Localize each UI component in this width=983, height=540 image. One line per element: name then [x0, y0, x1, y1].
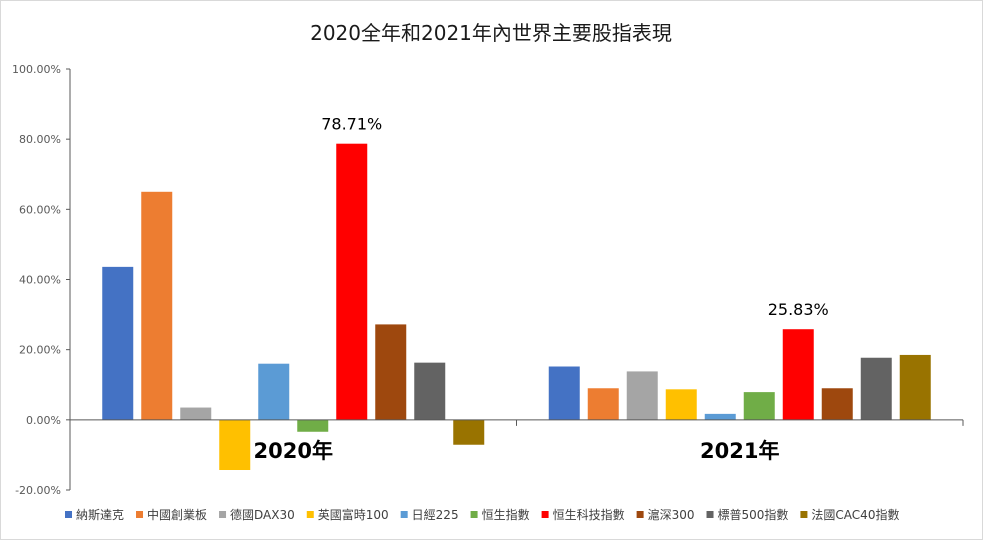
category-label: 2020年	[254, 439, 333, 463]
legend-item: 滬深300	[636, 507, 695, 522]
legend-item: 納斯達克	[65, 508, 124, 522]
bar	[141, 191, 173, 420]
legend-item: 法國CAC40指數	[800, 507, 899, 522]
legend-item: 中國創業板	[136, 507, 207, 522]
bar	[665, 389, 697, 420]
category-label: 2021年	[700, 439, 779, 463]
y-tick-label: 40.00%	[19, 274, 61, 287]
y-axis: -20.00% 0.00% 20.00% 40.00% 60.00% 80.00% 100.…	[12, 63, 71, 497]
bar	[899, 354, 931, 420]
legend-label: 英國富時100	[318, 507, 389, 522]
annotations: 78.71% 25.83%	[321, 115, 829, 320]
bar	[782, 329, 814, 420]
bar	[743, 392, 775, 420]
bar	[821, 388, 853, 420]
bar	[258, 363, 290, 420]
legend-swatch	[706, 511, 714, 518]
data-label: 25.83%	[768, 300, 829, 319]
bar	[219, 419, 251, 471]
bar	[336, 143, 368, 420]
legend-label: 日經225	[412, 508, 459, 522]
legend-label: 恒生指數	[482, 507, 530, 522]
bar	[860, 357, 892, 420]
legend: 納斯達克 中國創業板 德國DAX30 英國富時100 日經225 恒生指數 恒生科技指數 滬深…	[65, 507, 899, 522]
bar	[297, 419, 329, 432]
legend-label: 德國DAX30	[230, 507, 295, 522]
legend-label: 標普500指數	[718, 507, 789, 522]
legend-item: 德國DAX30	[219, 507, 295, 522]
x-axis: 2020年 2021年	[69, 419, 964, 463]
legend-label: 滬深300	[648, 507, 695, 522]
legend-swatch	[219, 511, 227, 518]
bar	[414, 362, 446, 420]
chart-title: 2020全年和2021年內世界主要股指表現	[310, 21, 672, 45]
bar	[548, 366, 580, 420]
legend-item: 標普500指數	[706, 507, 789, 522]
data-label: 78.71%	[321, 115, 382, 134]
legend-swatch	[65, 511, 72, 518]
bar	[453, 419, 485, 445]
legend-swatch	[800, 511, 808, 518]
legend-swatch	[541, 511, 549, 518]
bars	[102, 143, 931, 471]
y-tick-label: 20.00%	[19, 344, 61, 357]
legend-item: 英國富時100	[306, 507, 389, 522]
legend-item: 恒生科技指數	[541, 507, 625, 522]
legend-item: 日經225	[400, 508, 459, 522]
bar	[587, 388, 619, 420]
bar	[704, 413, 736, 420]
legend-label: 納斯達克	[76, 508, 124, 522]
y-tick-label: -20.00%	[15, 484, 61, 497]
legend-item: 恒生指數	[470, 507, 530, 522]
legend-swatch	[636, 511, 644, 518]
legend-label: 中國創業板	[147, 507, 207, 522]
y-tick-label: 80.00%	[19, 133, 61, 146]
bar	[102, 266, 134, 420]
bar	[375, 324, 407, 420]
y-tick-label: 60.00%	[19, 203, 61, 216]
legend-label: 恒生科技指數	[553, 507, 625, 522]
legend-swatch	[470, 511, 478, 518]
legend-swatch	[400, 511, 408, 518]
y-tick-label: 0.00%	[26, 414, 61, 427]
bar	[180, 407, 212, 420]
legend-label: 法國CAC40指數	[811, 507, 899, 522]
y-tick-label: 100.00%	[12, 63, 61, 76]
legend-swatch	[306, 511, 314, 518]
bar	[626, 371, 658, 420]
legend-swatch	[136, 511, 144, 518]
